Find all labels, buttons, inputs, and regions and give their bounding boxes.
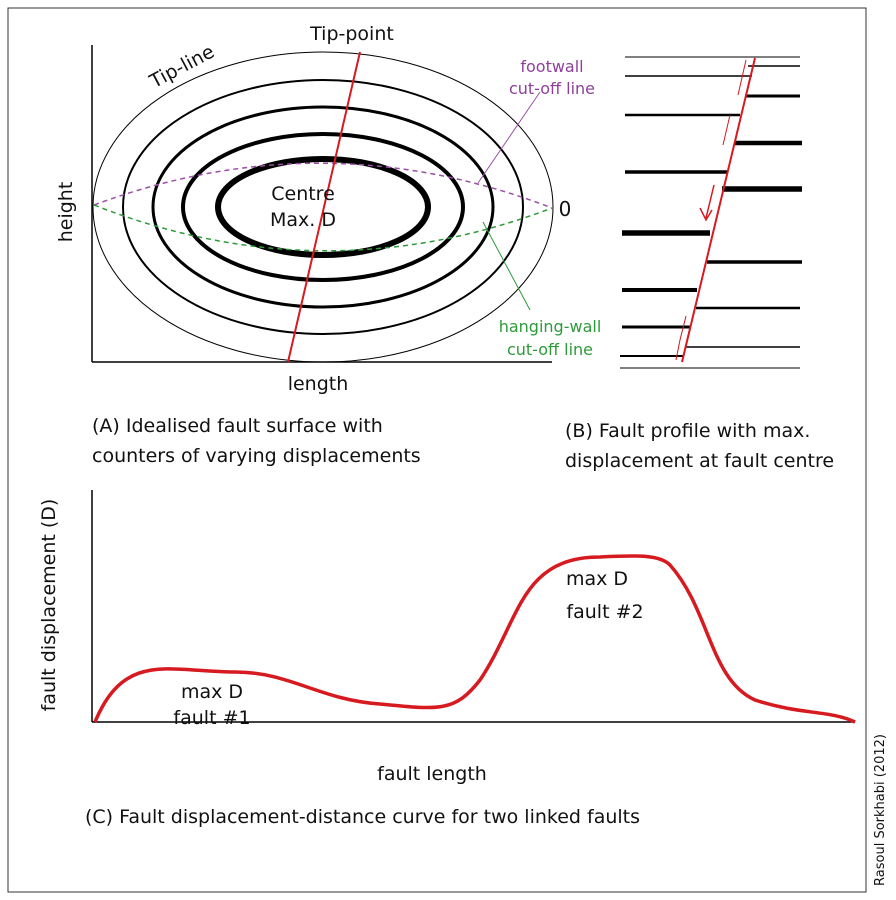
caption: (B) Fault profile with max.: [565, 420, 810, 442]
panel-c: [91, 490, 856, 724]
contour: [215, 156, 431, 258]
shape: [679, 315, 687, 341]
fault-line: [287, 51, 361, 363]
leader: [482, 221, 531, 311]
label: Centre: [271, 183, 335, 205]
label: max D: [566, 568, 628, 590]
caption: displacement at fault centre: [565, 450, 834, 472]
contour: [122, 79, 524, 335]
label: 0: [559, 197, 572, 221]
panel-a: [91, 45, 554, 363]
shape: [737, 59, 747, 96]
caption: counters of varying displacements: [92, 445, 421, 467]
shape: [681, 57, 756, 363]
frame: [7, 7, 867, 893]
label: footwall: [520, 57, 583, 76]
axis-label: length: [288, 373, 349, 395]
tip-line-ellipse: [92, 51, 554, 363]
credit: Rasoul Sorkhabi (2012): [873, 734, 888, 886]
label: hanging-wall: [499, 317, 602, 336]
panel-b: [620, 56, 802, 369]
label: Max. D: [270, 209, 336, 231]
label: fault #1: [173, 707, 250, 729]
footwall-line: [93, 162, 553, 209]
shape: [722, 114, 731, 146]
contour: [181, 132, 465, 282]
leader: [477, 91, 541, 184]
label: cut-off line: [509, 79, 595, 98]
label: Tip-line: [145, 41, 218, 94]
caption: (C) Fault displacement-distance curve fo…: [85, 806, 640, 828]
axis-label: fault length: [377, 763, 487, 785]
caption: (A) Idealised fault surface with: [92, 415, 383, 437]
shape: [675, 339, 681, 361]
axis-label: height: [55, 182, 77, 243]
hanging-wall-line: [93, 204, 553, 252]
shape: [699, 184, 715, 222]
contour: [151, 105, 495, 309]
label: cut-off line: [507, 340, 593, 359]
axis-label: fault displacement (D): [38, 499, 60, 712]
displacement-curve: [93, 554, 856, 724]
label: max D: [181, 681, 243, 703]
label: fault #2: [566, 601, 643, 623]
label: Tip-point: [309, 23, 394, 45]
